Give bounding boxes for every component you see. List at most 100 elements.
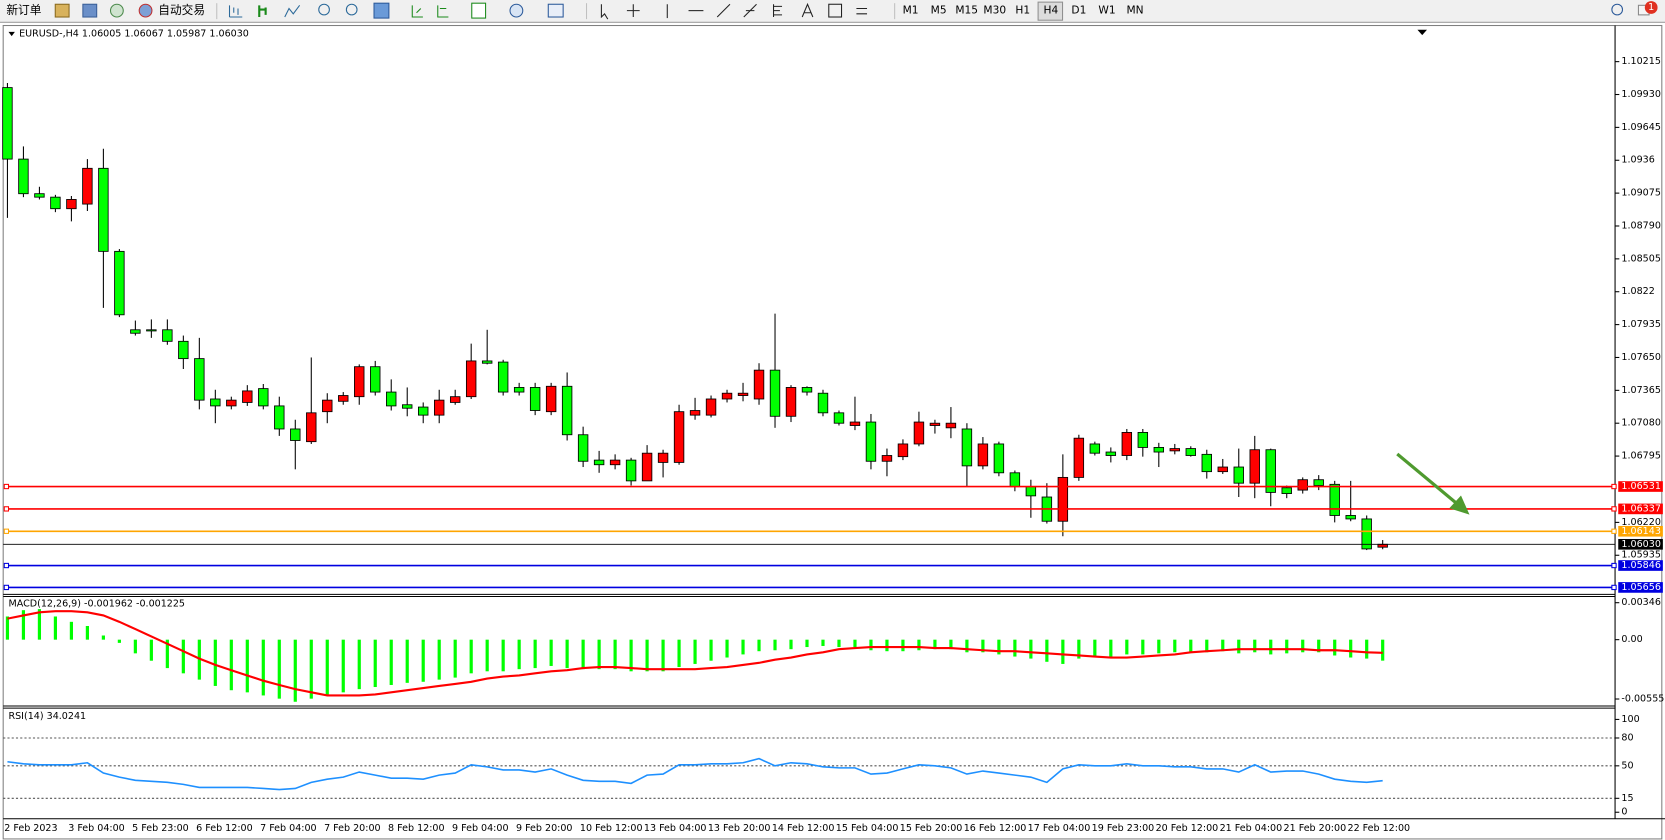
candle-body — [370, 366, 381, 393]
macd-bar — [517, 639, 521, 670]
macd-bar — [1125, 639, 1129, 655]
x-tick-label: 8 Feb 12:00 — [388, 823, 445, 834]
macd-bar — [469, 639, 473, 674]
candle-body — [258, 388, 269, 407]
y-tick-label: 1.09645 — [1621, 122, 1660, 133]
candle-body — [1249, 449, 1260, 484]
y-tick-label: 1.07935 — [1621, 319, 1660, 330]
macd-bar — [389, 639, 393, 685]
candle-body — [178, 340, 189, 360]
icon[interactable] — [258, 5, 267, 18]
icon[interactable] — [411, 5, 423, 18]
candle-body — [386, 391, 397, 407]
cursor-tool[interactable] — [600, 4, 609, 20]
candle-body — [1105, 451, 1117, 456]
candle-body — [1057, 476, 1069, 522]
trendline-tool[interactable] — [716, 3, 731, 18]
candle-body — [146, 329, 157, 332]
candle-body — [657, 452, 669, 463]
icon[interactable] — [228, 5, 243, 18]
timeframe-button[interactable]: MN — [1126, 4, 1143, 17]
fibo-tool[interactable] — [772, 4, 783, 18]
candle-body — [545, 385, 557, 413]
icon[interactable] — [547, 3, 564, 18]
candle-body — [418, 406, 429, 416]
level-handle — [3, 584, 10, 591]
candle-body — [210, 398, 221, 407]
candle-body — [705, 398, 717, 416]
x-tick-label: 17 Feb 04:00 — [1028, 823, 1091, 834]
y-tick-label: 1.08505 — [1621, 253, 1660, 264]
x-tick-label: 3 Feb 04:00 — [68, 823, 125, 834]
x-tick-label: 9 Feb 04:00 — [452, 823, 509, 834]
candle-body — [881, 455, 893, 462]
zoom-in[interactable] — [318, 3, 330, 16]
icon[interactable] — [471, 2, 487, 19]
notification-badge[interactable] — [1644, 1, 1658, 14]
timeframe-button[interactable]: M1 — [903, 4, 919, 17]
macd-bar — [661, 639, 665, 672]
icon[interactable] — [82, 3, 98, 18]
macd-bar — [373, 639, 377, 688]
candle-body — [929, 422, 941, 426]
timeframe-button[interactable]: W1 — [1098, 4, 1115, 17]
channel-tool[interactable] — [743, 3, 757, 18]
macd-bar — [165, 639, 169, 669]
level-handle — [1611, 528, 1617, 534]
search[interactable] — [1611, 3, 1624, 16]
level-handle — [1611, 483, 1617, 490]
macd-bar — [981, 639, 985, 653]
annotation-arrow — [1396, 452, 1470, 515]
candle-body — [34, 193, 45, 198]
candle-body — [1377, 543, 1388, 548]
candle-body — [609, 459, 621, 466]
auto-trading-button[interactable]: 自动交易 — [158, 3, 205, 17]
macd-bar — [885, 639, 889, 652]
macd-bar — [1141, 639, 1145, 655]
macd-title: MACD(12,26,9) -0.001962 -0.001225 — [9, 598, 186, 609]
icon[interactable] — [437, 5, 449, 18]
macd-bar — [1349, 639, 1353, 658]
candle-body — [769, 369, 781, 417]
y-tick-label: 0.00 — [1621, 634, 1642, 645]
icon[interactable] — [373, 2, 390, 19]
crosshair-tool[interactable] — [626, 4, 640, 18]
auto-trading-icon[interactable] — [138, 3, 153, 18]
arrows-tool[interactable] — [856, 7, 868, 15]
chart-shift-marker[interactable] — [1417, 29, 1427, 36]
macd-bar — [421, 639, 425, 682]
label-tool[interactable] — [828, 3, 843, 18]
timeframe-button[interactable]: M30 — [983, 4, 1006, 17]
candle-body — [274, 405, 285, 430]
candle-body — [913, 421, 925, 445]
macd-bar — [725, 639, 729, 658]
candle-body — [1025, 486, 1037, 497]
timeframe-button[interactable]: M15 — [955, 4, 978, 17]
zoom-out[interactable] — [345, 3, 358, 16]
text-tool[interactable] — [801, 2, 814, 18]
y-tick-label: 1.10215 — [1621, 56, 1660, 67]
timeframe-button[interactable]: M5 — [931, 4, 947, 17]
timeframe-button[interactable]: H1 — [1015, 4, 1030, 17]
macd-bar — [213, 639, 217, 686]
macd-bar — [1253, 639, 1257, 653]
icon[interactable] — [284, 4, 301, 18]
macd-bar — [437, 639, 441, 680]
macd-bar — [581, 639, 585, 670]
timeframe-button[interactable]: H4 — [1043, 4, 1058, 17]
macd-bar — [357, 639, 361, 690]
symbol-menu[interactable] — [8, 31, 15, 37]
arrow-shaft — [1396, 452, 1461, 508]
candle-body — [290, 428, 301, 441]
y-tick-label: 1.09930 — [1621, 89, 1660, 100]
macd-bar — [21, 610, 26, 640]
new-order-button[interactable]: 新订单 — [6, 3, 41, 17]
macd-bar — [1317, 639, 1321, 653]
notification-count: 1 — [1648, 2, 1654, 13]
icon[interactable] — [54, 3, 70, 18]
icon[interactable] — [509, 3, 524, 18]
icon[interactable] — [109, 3, 124, 18]
macd-bar — [501, 639, 505, 672]
timeframe-button[interactable]: D1 — [1071, 4, 1086, 17]
x-tick-label: 9 Feb 20:00 — [516, 823, 573, 834]
